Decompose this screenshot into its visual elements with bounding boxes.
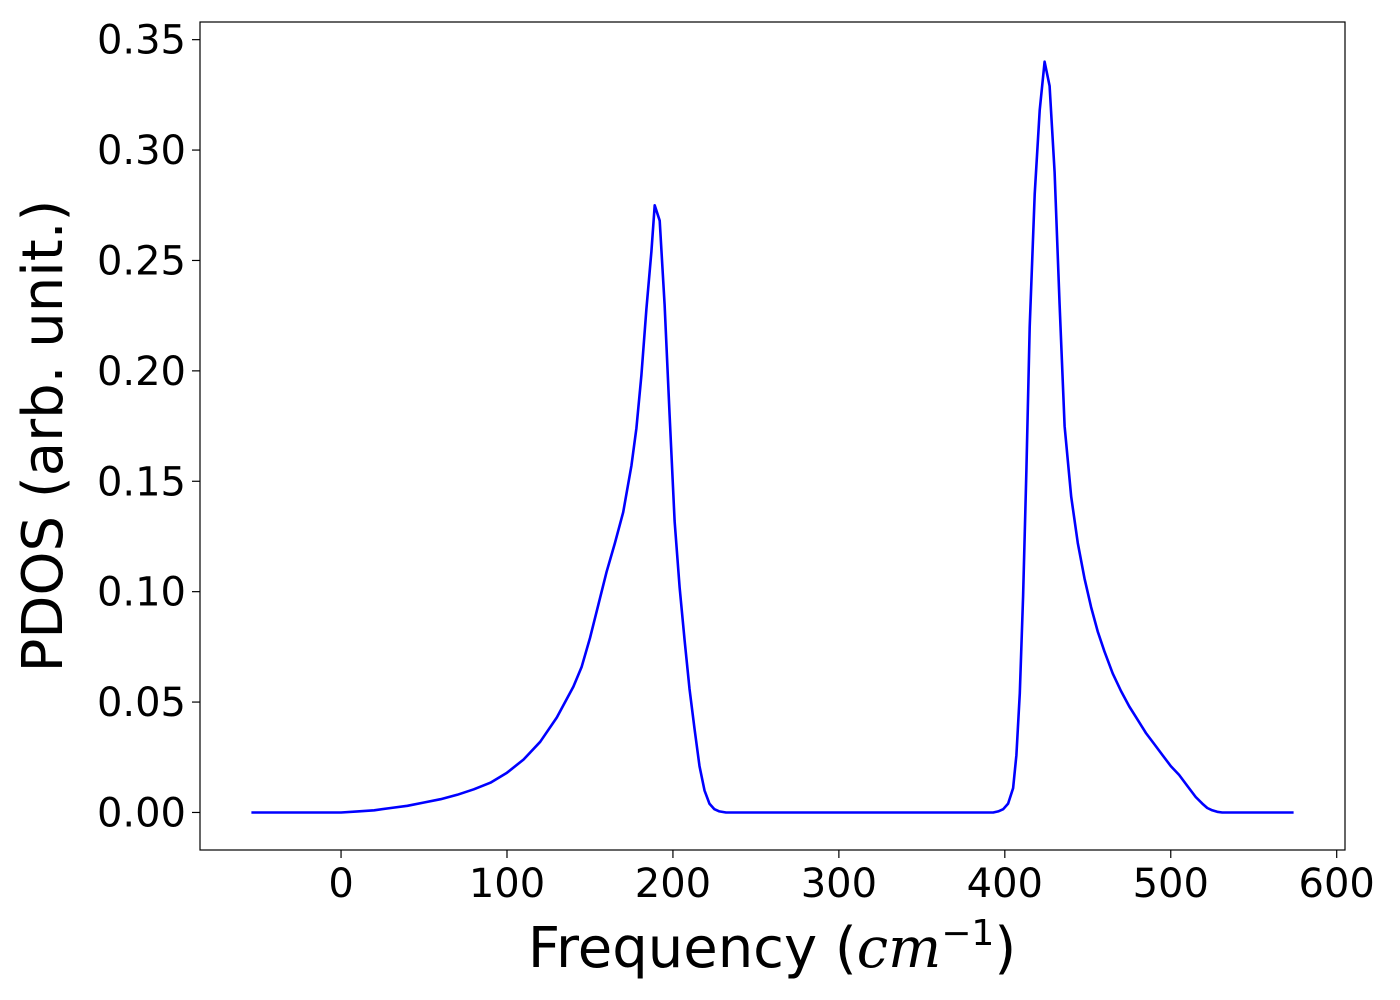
x-axis-title-sup: −1 <box>941 913 994 954</box>
x-tick-label: 100 <box>469 861 545 907</box>
x-axis-title: Frequency (cm−1) <box>528 913 1016 981</box>
y-tick-label: 0.10 <box>97 570 186 616</box>
series-layer <box>251 60 1294 814</box>
y-axis-ticks: 0.00 0.05 0.10 0.15 0.20 0.25 0.30 0.35 <box>97 18 200 836</box>
x-axis-ticks: 0 100 200 300 400 500 600 <box>328 850 1375 907</box>
x-tick-label: 400 <box>967 861 1043 907</box>
x-tick-label: 500 <box>1133 861 1209 907</box>
y-tick-label: 0.20 <box>97 349 186 395</box>
x-tick-label: 200 <box>635 861 711 907</box>
x-tick-label: 300 <box>801 861 877 907</box>
x-axis-title-var: cm <box>857 916 941 981</box>
y-tick-label: 0.25 <box>97 238 186 284</box>
y-tick-label: 0.05 <box>97 680 186 726</box>
x-axis-title-main: Frequency ( <box>528 916 857 981</box>
plot-area-frame <box>199 21 1346 851</box>
y-tick-label: 0.30 <box>97 128 186 174</box>
x-tick-label: 600 <box>1299 861 1375 907</box>
y-axis-title: PDOS (arb. unit.) <box>11 200 76 673</box>
x-axis-title-end: ) <box>994 916 1016 981</box>
y-tick-label: 0.35 <box>97 18 186 64</box>
y-tick-label: 0.15 <box>97 459 186 505</box>
x-tick-label: 0 <box>328 861 353 907</box>
y-tick-label: 0.00 <box>97 790 186 836</box>
pdos-series-line <box>251 60 1294 814</box>
